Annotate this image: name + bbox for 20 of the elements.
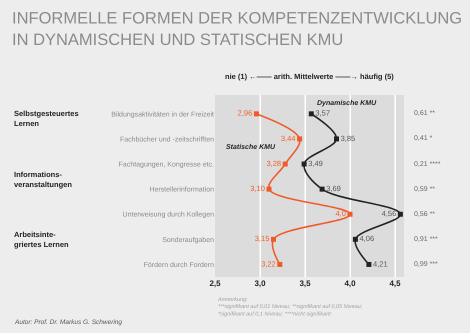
point [266,186,272,192]
x-tick-label: 3,5 [299,279,312,288]
chart-title: INFORMELLE FORMEN DER KOMPETENZENTWICKLUNG IN DYNAMISCHEN UND STATISCHEN KMU [12,9,462,49]
point [297,136,302,142]
x-tick-label: 4,5 [389,279,402,288]
point [398,212,403,217]
point [352,236,358,242]
point [334,136,339,142]
x-tick-label: 2,5 [209,279,222,288]
point [308,111,314,116]
point [277,262,282,267]
x-tick-label: 3,0 [254,279,266,288]
point [271,236,276,242]
point [366,262,372,267]
point [320,186,325,192]
x-tick-label: 4,0 [344,279,356,288]
point [254,111,259,116]
point [302,162,307,167]
point [282,162,288,167]
point [348,212,352,217]
